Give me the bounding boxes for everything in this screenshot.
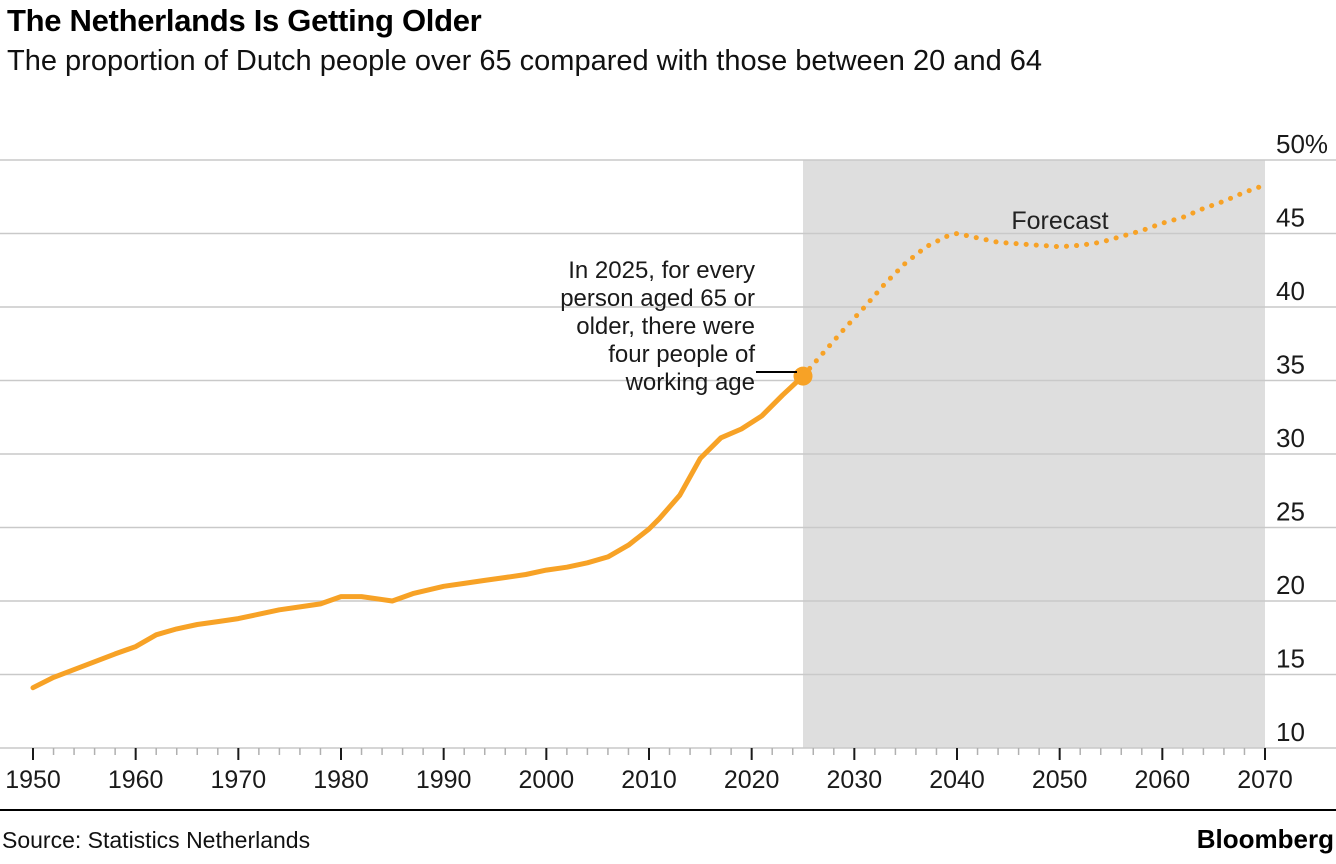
historical-line xyxy=(30,373,806,691)
y-tick-label: 15 xyxy=(1276,644,1305,674)
y-tick-label: 10 xyxy=(1276,717,1305,747)
x-tick-label: 1960 xyxy=(108,766,164,794)
bloomberg-logo: Bloomberg xyxy=(1196,824,1334,854)
x-tick-label: 2060 xyxy=(1135,766,1191,794)
y-tick-label: 50% xyxy=(1276,129,1328,159)
y-tick-label: 45 xyxy=(1276,203,1305,233)
x-tick-label: 1990 xyxy=(416,766,472,794)
data-annotation: In 2025, for every person aged 65 or old… xyxy=(455,257,755,397)
y-tick-label: 20 xyxy=(1276,570,1305,600)
x-tick-label: 2030 xyxy=(827,766,883,794)
chart-title: The Netherlands Is Getting Older xyxy=(7,3,482,38)
x-tick-label: 2040 xyxy=(929,766,985,794)
x-tick-label: 2020 xyxy=(724,766,780,794)
annotation-line: person aged 65 or xyxy=(560,285,755,312)
x-tick-label: 2050 xyxy=(1032,766,1088,794)
annotation-line: four people of xyxy=(608,341,755,368)
forecast-region-label: Forecast xyxy=(1011,207,1109,235)
annotation-line: In 2025, for every xyxy=(568,257,755,284)
x-tick-label: 1980 xyxy=(313,766,369,794)
y-tick-label: 30 xyxy=(1276,423,1305,453)
x-tick-label: 2000 xyxy=(519,766,575,794)
y-tick-label: 25 xyxy=(1276,497,1305,527)
y-tick-label: 35 xyxy=(1276,350,1305,380)
chart-subtitle: The proportion of Dutch people over 65 c… xyxy=(7,45,1043,77)
source-credit: Source: Statistics Netherlands xyxy=(2,827,311,853)
y-tick-label: 40 xyxy=(1276,276,1305,306)
data-point-marker xyxy=(793,366,813,386)
annotation-line: older, there were xyxy=(576,313,755,340)
annotation-line: working age xyxy=(625,369,755,396)
x-tick-label: 1950 xyxy=(5,766,61,794)
annotation-connector-line xyxy=(756,371,797,373)
x-tick-label: 1970 xyxy=(211,766,267,794)
footer-divider xyxy=(0,809,1336,811)
x-tick-label: 2010 xyxy=(621,766,677,794)
x-tick-label: 2070 xyxy=(1237,766,1293,794)
